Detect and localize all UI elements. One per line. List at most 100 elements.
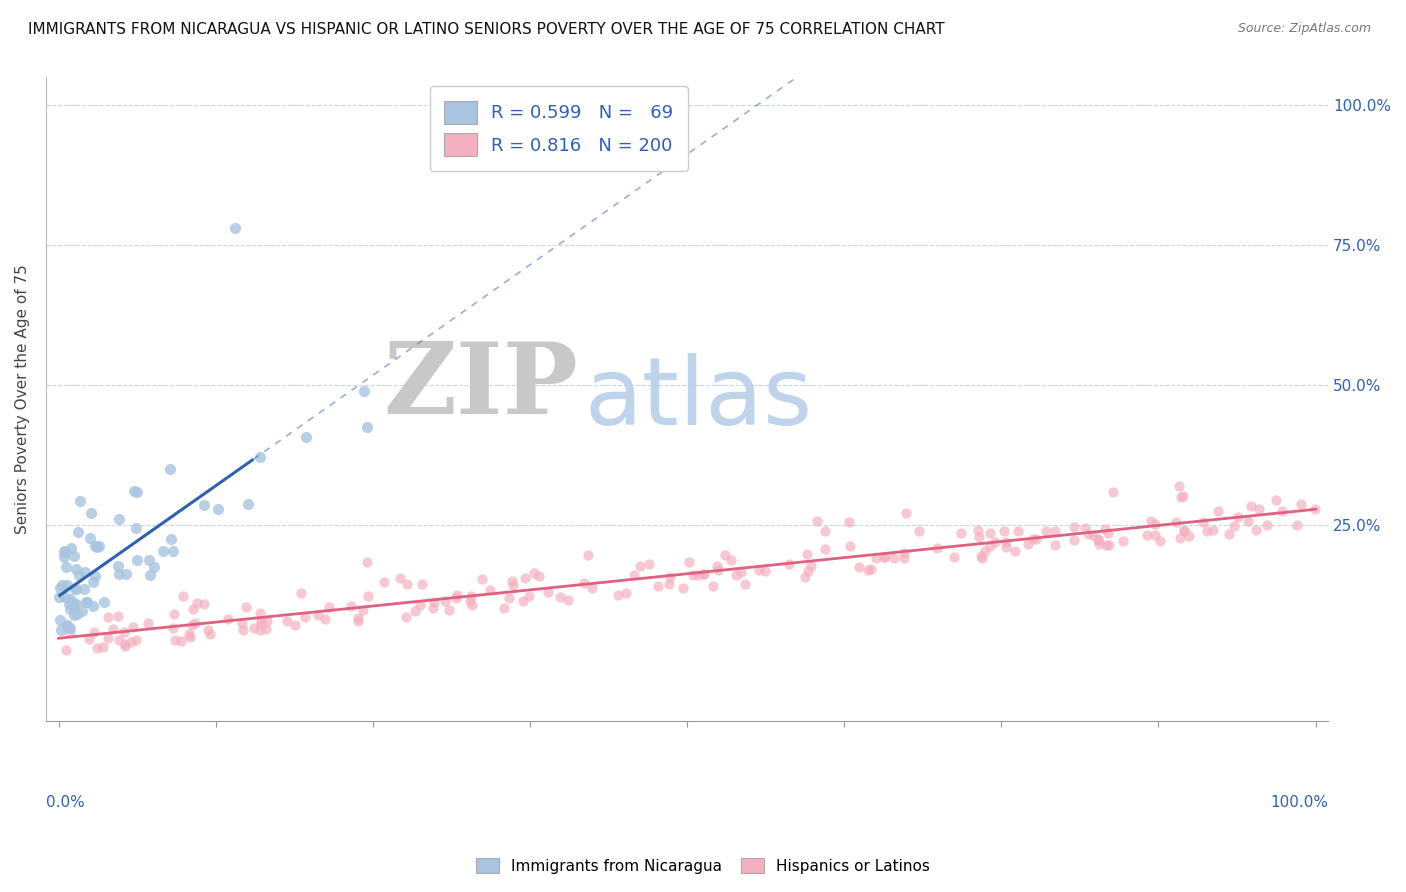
Point	[55, 560, 77, 574]
Point	[56, 620, 79, 634]
Point	[628, 559, 651, 574]
Point	[838, 539, 860, 553]
Point	[1004, 544, 1026, 558]
Point	[59, 624, 82, 639]
Point	[1063, 533, 1085, 547]
Point	[572, 575, 595, 590]
Point	[160, 532, 183, 546]
Point	[638, 557, 661, 571]
Point	[1063, 520, 1085, 534]
Point	[76, 594, 98, 608]
Point	[1087, 533, 1109, 547]
Point	[647, 579, 669, 593]
Point	[56, 618, 79, 632]
Point	[235, 599, 257, 614]
Point	[197, 623, 219, 637]
Point	[444, 591, 467, 605]
Point	[678, 555, 700, 569]
Point	[972, 550, 994, 565]
Point	[658, 577, 681, 591]
Point	[458, 594, 481, 608]
Point	[1303, 502, 1326, 516]
Point	[814, 524, 837, 538]
Point	[1291, 498, 1313, 512]
Point	[778, 558, 800, 572]
Point	[152, 544, 174, 558]
Point	[725, 568, 748, 582]
Point	[62, 608, 84, 623]
Point	[79, 531, 101, 545]
Point	[1136, 527, 1159, 541]
Point	[1097, 525, 1119, 540]
Point	[501, 574, 523, 589]
Point	[1144, 517, 1167, 532]
Point	[55, 577, 77, 591]
Point	[107, 559, 129, 574]
Point	[290, 586, 312, 600]
Point	[294, 610, 316, 624]
Point	[1083, 528, 1105, 542]
Point	[84, 539, 107, 553]
Point	[1264, 493, 1286, 508]
Point	[859, 562, 882, 576]
Point	[994, 540, 1017, 554]
Point	[80, 506, 103, 520]
Point	[243, 621, 266, 635]
Point	[1173, 524, 1195, 539]
Point	[60, 594, 83, 608]
Point	[1088, 537, 1111, 551]
Point	[1240, 500, 1263, 514]
Point	[460, 590, 482, 604]
Point	[198, 626, 221, 640]
Point	[1140, 514, 1163, 528]
Point	[59, 621, 82, 635]
Point	[125, 485, 148, 500]
Point	[848, 560, 870, 574]
Point	[172, 589, 194, 603]
Point	[62, 601, 84, 615]
Point	[224, 221, 246, 235]
Point	[89, 539, 111, 553]
Point	[437, 603, 460, 617]
Point	[53, 545, 76, 559]
Point	[873, 550, 896, 565]
Point	[806, 514, 828, 528]
Point	[388, 571, 411, 585]
Point	[893, 546, 915, 560]
Point	[97, 631, 120, 645]
Point	[1223, 518, 1246, 533]
Point	[606, 588, 628, 602]
Point	[513, 571, 536, 585]
Point	[1178, 529, 1201, 543]
Point	[49, 581, 72, 595]
Point	[122, 620, 145, 634]
Point	[1025, 532, 1047, 546]
Point	[1102, 484, 1125, 499]
Point	[83, 624, 105, 639]
Point	[894, 506, 917, 520]
Point	[73, 582, 96, 597]
Point	[512, 594, 534, 608]
Point	[353, 384, 375, 399]
Point	[207, 502, 229, 516]
Point	[163, 607, 186, 621]
Point	[284, 618, 307, 632]
Point	[748, 563, 770, 577]
Point	[979, 539, 1001, 553]
Point	[974, 544, 997, 558]
Point	[232, 624, 254, 638]
Point	[352, 603, 374, 617]
Point	[1043, 524, 1066, 539]
Point	[340, 599, 363, 613]
Point	[82, 599, 104, 613]
Point	[1237, 514, 1260, 528]
Point	[682, 568, 704, 582]
Point	[1226, 510, 1249, 524]
Point	[967, 523, 990, 537]
Point	[66, 607, 89, 621]
Point	[395, 609, 418, 624]
Point	[1087, 533, 1109, 547]
Point	[254, 622, 277, 636]
Point	[1112, 534, 1135, 549]
Point	[249, 450, 271, 464]
